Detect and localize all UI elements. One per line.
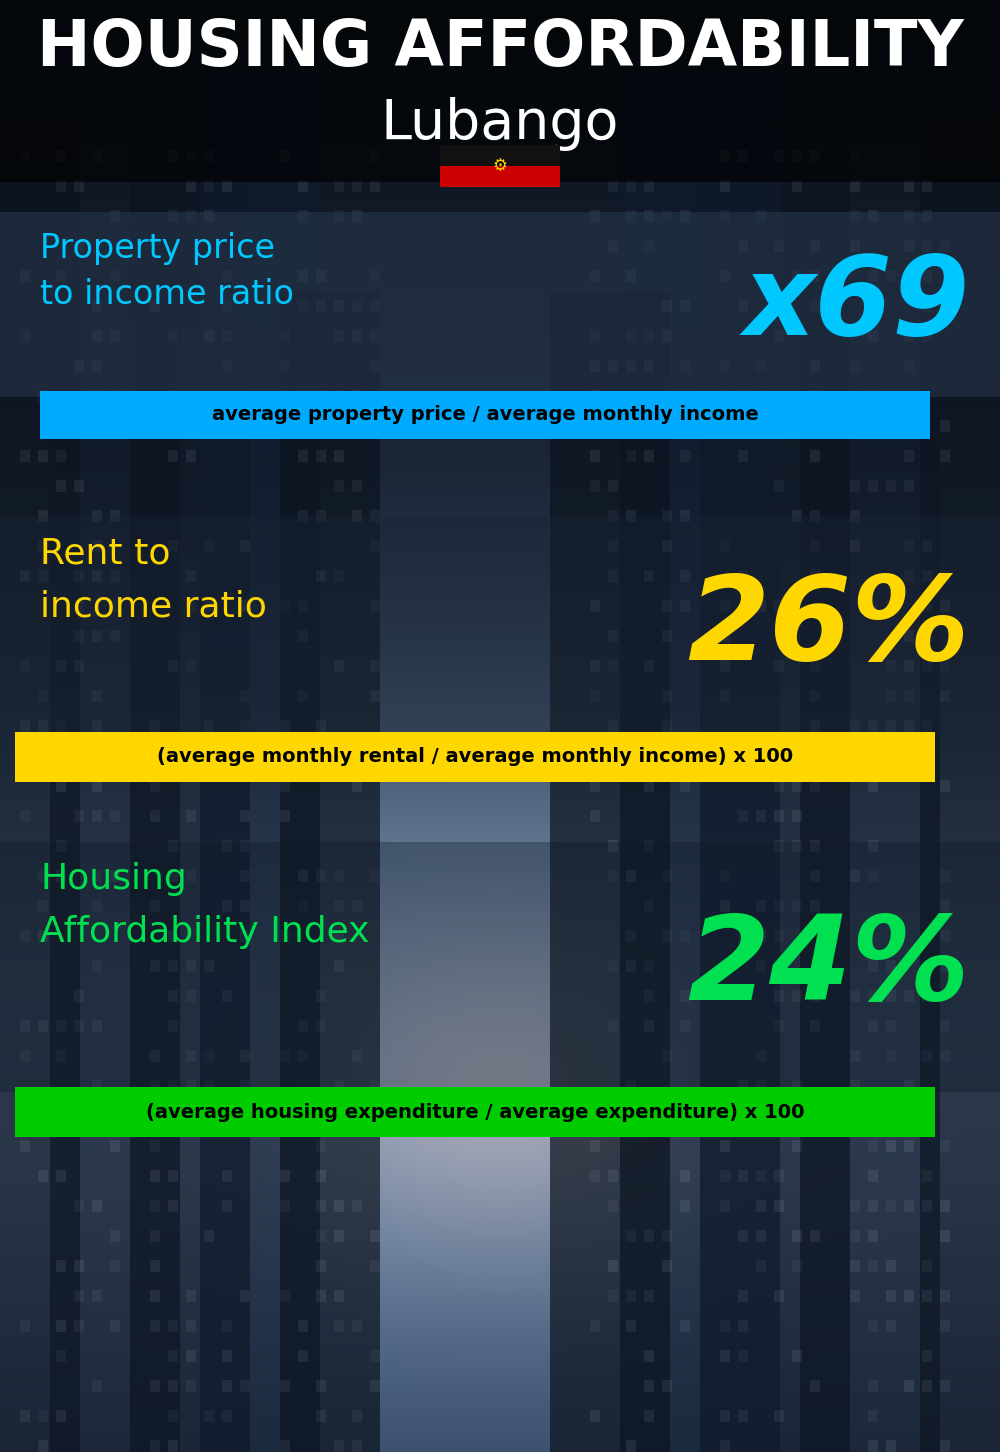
FancyBboxPatch shape — [15, 1088, 935, 1137]
FancyBboxPatch shape — [0, 517, 1000, 738]
Text: 26%: 26% — [687, 569, 970, 684]
Text: (average housing expenditure / average expenditure) x 100: (average housing expenditure / average e… — [146, 1102, 804, 1121]
Text: (average monthly rental / average monthly income) x 100: (average monthly rental / average monthl… — [157, 748, 793, 767]
FancyBboxPatch shape — [15, 732, 935, 783]
FancyBboxPatch shape — [0, 212, 1000, 396]
Text: average property price / average monthly income: average property price / average monthly… — [212, 405, 758, 424]
Text: ⚙: ⚙ — [493, 157, 507, 176]
FancyBboxPatch shape — [40, 391, 930, 439]
FancyBboxPatch shape — [0, 842, 1000, 1092]
Text: x69: x69 — [744, 251, 970, 359]
FancyBboxPatch shape — [440, 166, 560, 187]
Text: Rent to
income ratio: Rent to income ratio — [40, 537, 267, 624]
Text: Housing
Affordability Index: Housing Affordability Index — [40, 862, 370, 950]
FancyBboxPatch shape — [440, 145, 560, 166]
Text: Lubango: Lubango — [381, 97, 619, 151]
FancyBboxPatch shape — [0, 0, 1000, 182]
Text: HOUSING AFFORDABILITY: HOUSING AFFORDABILITY — [37, 17, 963, 78]
Text: Property price
to income ratio: Property price to income ratio — [40, 232, 294, 311]
Text: 24%: 24% — [687, 909, 970, 1025]
